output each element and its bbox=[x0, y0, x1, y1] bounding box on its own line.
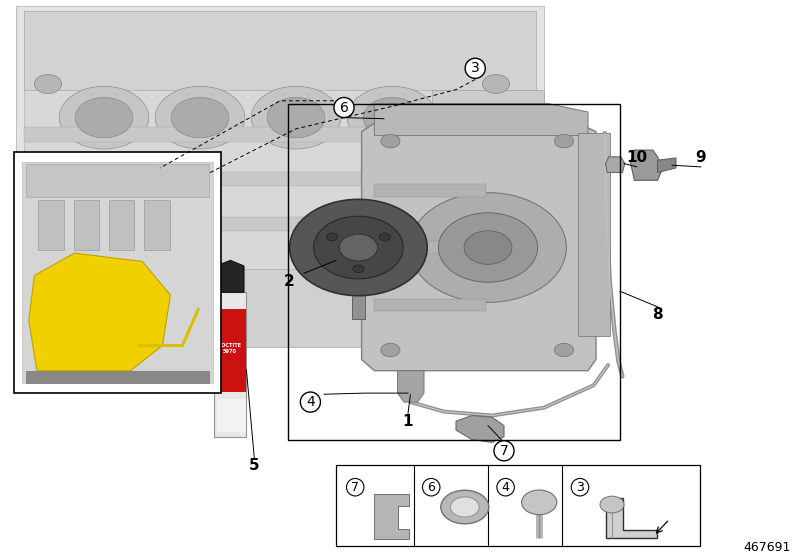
Circle shape bbox=[600, 496, 624, 513]
Bar bbox=[217, 399, 246, 432]
Polygon shape bbox=[352, 296, 365, 319]
Circle shape bbox=[482, 74, 510, 94]
Circle shape bbox=[34, 158, 62, 178]
Text: 9: 9 bbox=[695, 151, 706, 165]
Polygon shape bbox=[29, 253, 170, 371]
Text: 4: 4 bbox=[306, 395, 314, 409]
Polygon shape bbox=[658, 158, 676, 172]
Circle shape bbox=[59, 86, 149, 149]
Text: 1: 1 bbox=[402, 414, 414, 428]
Text: 6: 6 bbox=[339, 101, 349, 115]
Circle shape bbox=[363, 97, 421, 138]
Polygon shape bbox=[630, 150, 662, 180]
Text: 6: 6 bbox=[427, 480, 435, 494]
Circle shape bbox=[482, 242, 510, 262]
Circle shape bbox=[339, 234, 378, 261]
Polygon shape bbox=[480, 197, 544, 228]
Circle shape bbox=[314, 216, 403, 279]
Polygon shape bbox=[24, 172, 496, 186]
Circle shape bbox=[482, 158, 510, 178]
Circle shape bbox=[379, 233, 390, 241]
Polygon shape bbox=[24, 217, 496, 231]
Bar bbox=[74, 200, 99, 250]
Circle shape bbox=[381, 134, 400, 148]
Text: 2: 2 bbox=[284, 274, 295, 288]
Circle shape bbox=[267, 97, 325, 138]
Polygon shape bbox=[26, 164, 209, 197]
Bar bbox=[38, 200, 64, 250]
Text: 10: 10 bbox=[626, 151, 647, 165]
Bar bbox=[336, 465, 700, 546]
Circle shape bbox=[441, 490, 489, 524]
Polygon shape bbox=[22, 162, 213, 383]
Polygon shape bbox=[456, 416, 504, 442]
Circle shape bbox=[464, 231, 512, 264]
Text: 5: 5 bbox=[249, 459, 260, 473]
Circle shape bbox=[34, 74, 62, 94]
Polygon shape bbox=[480, 264, 544, 296]
Text: 4: 4 bbox=[502, 480, 510, 494]
Text: 8: 8 bbox=[652, 307, 663, 322]
Circle shape bbox=[347, 86, 437, 149]
Circle shape bbox=[554, 134, 574, 148]
Circle shape bbox=[506, 114, 534, 133]
Circle shape bbox=[554, 343, 574, 357]
Polygon shape bbox=[606, 498, 657, 538]
Polygon shape bbox=[374, 494, 409, 539]
Bar bbox=[109, 200, 134, 250]
Polygon shape bbox=[24, 90, 536, 269]
Circle shape bbox=[438, 213, 538, 282]
Circle shape bbox=[75, 97, 133, 138]
Circle shape bbox=[353, 265, 364, 273]
Bar bbox=[217, 309, 246, 392]
Polygon shape bbox=[606, 157, 625, 172]
Polygon shape bbox=[374, 184, 486, 197]
Circle shape bbox=[34, 242, 62, 262]
Polygon shape bbox=[26, 371, 209, 383]
Circle shape bbox=[442, 130, 470, 150]
Polygon shape bbox=[214, 292, 246, 437]
Polygon shape bbox=[24, 11, 536, 90]
Polygon shape bbox=[24, 127, 496, 142]
Circle shape bbox=[171, 97, 229, 138]
Circle shape bbox=[326, 233, 338, 241]
Polygon shape bbox=[362, 123, 596, 371]
Polygon shape bbox=[578, 133, 610, 336]
Text: 467691: 467691 bbox=[743, 542, 790, 554]
Polygon shape bbox=[374, 241, 486, 254]
Text: 7: 7 bbox=[351, 480, 359, 494]
Polygon shape bbox=[16, 269, 544, 347]
Circle shape bbox=[522, 490, 557, 515]
Circle shape bbox=[251, 86, 341, 149]
Circle shape bbox=[490, 153, 518, 172]
Text: 7: 7 bbox=[500, 444, 508, 458]
Text: LOCTITE
5970: LOCTITE 5970 bbox=[218, 343, 242, 354]
Circle shape bbox=[450, 497, 479, 517]
Circle shape bbox=[381, 343, 400, 357]
Bar bbox=[14, 152, 221, 393]
Bar bbox=[144, 200, 170, 250]
Polygon shape bbox=[216, 260, 244, 292]
Circle shape bbox=[155, 86, 245, 149]
Polygon shape bbox=[16, 6, 544, 347]
Polygon shape bbox=[374, 104, 588, 136]
Polygon shape bbox=[480, 141, 544, 172]
Circle shape bbox=[410, 193, 566, 302]
Text: 3: 3 bbox=[576, 480, 584, 494]
Circle shape bbox=[290, 199, 427, 296]
Bar bbox=[288, 104, 620, 440]
Polygon shape bbox=[374, 299, 486, 311]
Polygon shape bbox=[398, 371, 424, 402]
Text: 3: 3 bbox=[471, 62, 479, 76]
Polygon shape bbox=[432, 90, 544, 347]
